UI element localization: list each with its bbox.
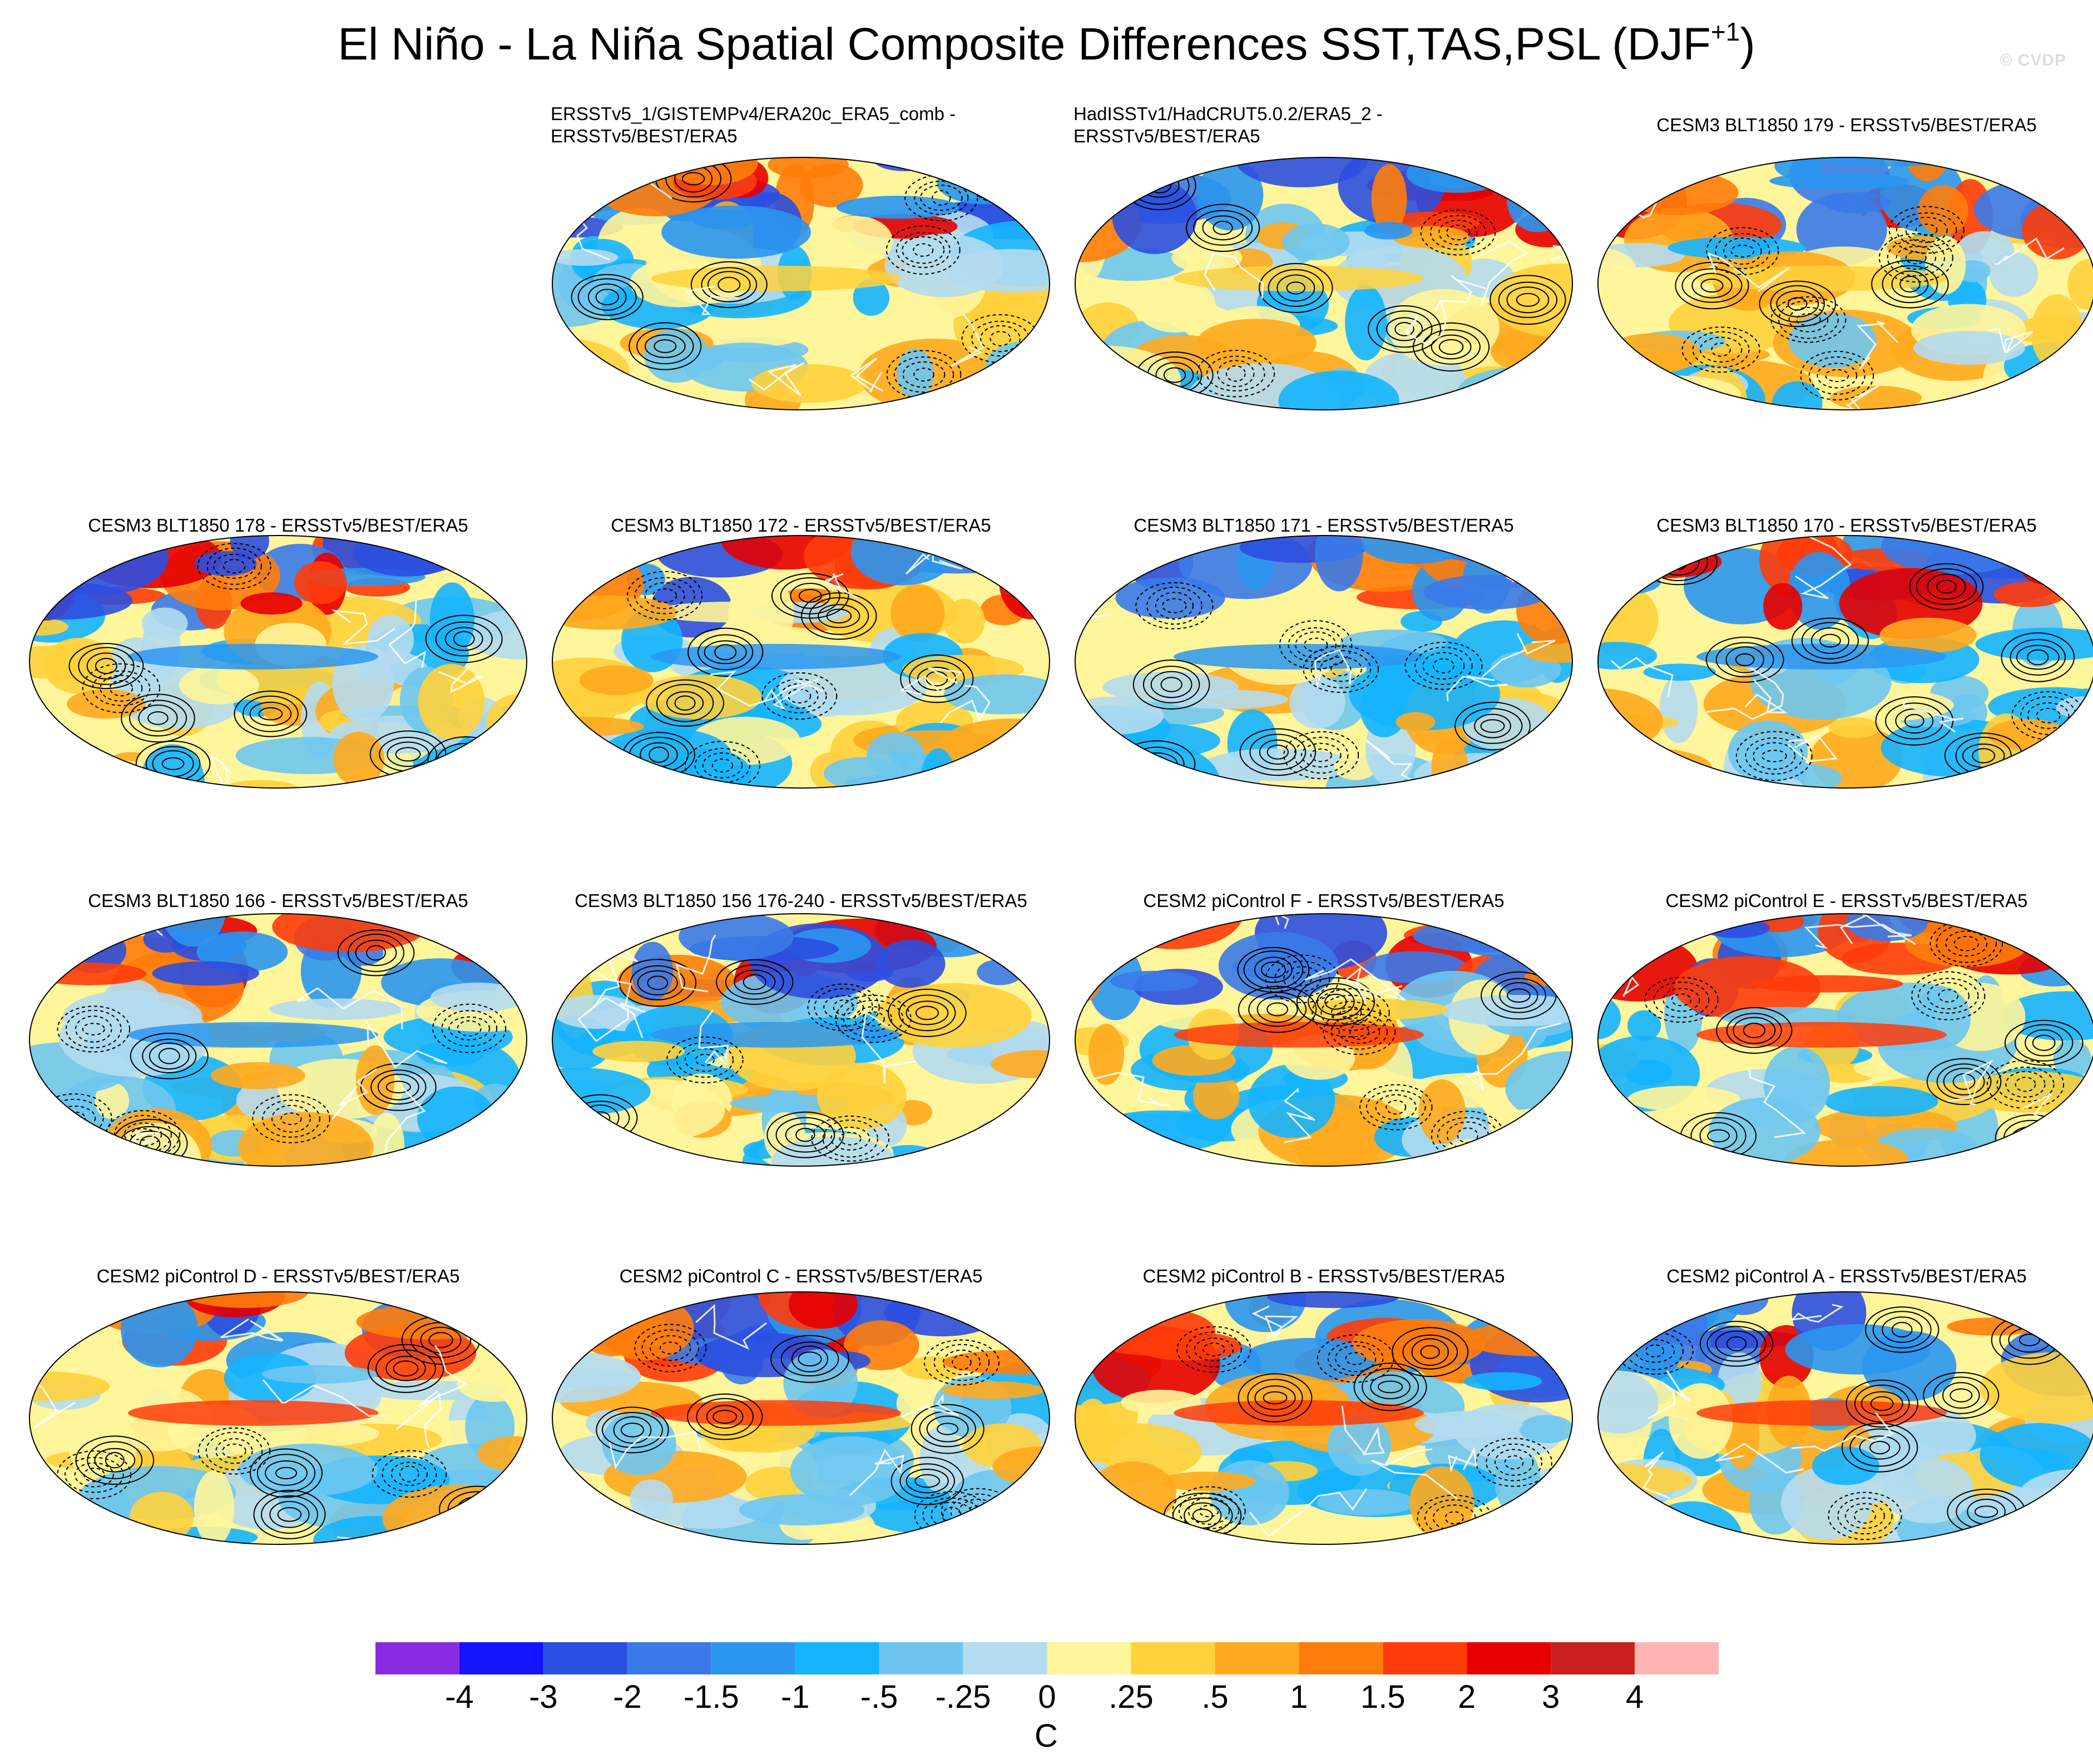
panel-title: HadISSTv1/HadCRUT5.0.2/ERA5_2 - ERSSTv5/B… xyxy=(1073,103,1585,147)
colorbar-unit: C xyxy=(1035,1718,1058,1754)
world-map-panel xyxy=(552,1291,1050,1545)
world-map-panel xyxy=(1075,1291,1573,1545)
world-map-panel xyxy=(552,535,1050,789)
page-title: El Niño - La Niña Spatial Composite Diff… xyxy=(338,17,1755,70)
panel-title-line: CESM3 BLT1850 166 - ERSSTv5/BEST/ERA5 xyxy=(88,890,468,911)
colorbar-swatch xyxy=(543,1642,627,1674)
colorbar-tick-label: 0 xyxy=(1038,1679,1056,1715)
panel-title: CESM2 piControl F - ERSSTv5/BEST/ERA5 xyxy=(1068,890,1580,912)
world-map-panel xyxy=(1597,1291,2093,1545)
colorbar-swatch xyxy=(459,1642,543,1674)
world-map-panel xyxy=(29,535,527,789)
world-map-panel xyxy=(552,157,1050,410)
world-map-panel xyxy=(1597,913,2093,1167)
colorbar-tick-label: .5 xyxy=(1201,1679,1229,1715)
panel-title-line: CESM3 BLT1850 171 - ERSSTv5/BEST/ERA5 xyxy=(1134,515,1514,536)
panel-title-line: CESM3 BLT1850 170 - ERSSTv5/BEST/ERA5 xyxy=(1656,515,2037,536)
panel-title-line: CESM3 BLT1850 156 176-240 - ERSSTv5/BEST… xyxy=(575,890,1027,911)
colorbar-tick-label: 2 xyxy=(1458,1679,1476,1715)
colorbar-swatch xyxy=(1635,1642,1719,1674)
colorbar-swatch xyxy=(1047,1642,1131,1674)
panel-title: CESM3 BLT1850 179 - ERSSTv5/BEST/ERA5 xyxy=(1591,114,2093,136)
panel-title-line: CESM3 BLT1850 179 - ERSSTv5/BEST/ERA5 xyxy=(1656,115,2037,135)
colorbar-tick-label: -1 xyxy=(780,1679,810,1715)
colorbar-tick-label: -.5 xyxy=(860,1679,898,1715)
panel-title: CESM2 piControl D - ERSSTv5/BEST/ERA5 xyxy=(22,1265,534,1287)
colorbar-swatch xyxy=(1383,1642,1467,1674)
panel-title-line: CESM3 BLT1850 172 - ERSSTv5/BEST/ERA5 xyxy=(611,515,991,536)
panel-title: CESM3 BLT1850 166 - ERSSTv5/BEST/ERA5 xyxy=(22,890,534,912)
colorbar-tick-label: -2 xyxy=(613,1679,642,1715)
world-map-panel xyxy=(1075,913,1573,1167)
colorbar-tick-label: -.25 xyxy=(935,1679,991,1715)
colorbar-tick-label: -3 xyxy=(529,1679,558,1715)
title-superscript: +1 xyxy=(1710,17,1740,46)
panel-title-line: ERSSTv5_1/GISTEMPv4/ERA20c_ERA5_comb - xyxy=(551,103,956,124)
colorbar-tick-label: 3 xyxy=(1541,1679,1560,1715)
colorbar-swatch xyxy=(627,1642,711,1674)
panel-title: CESM3 BLT1850 178 - ERSSTv5/BEST/ERA5 xyxy=(22,514,534,537)
cvdp-watermark: © CVDP xyxy=(2000,51,2066,70)
panel-title-line: CESM2 piControl F - ERSSTv5/BEST/ERA5 xyxy=(1143,890,1505,911)
colorbar-swatch xyxy=(375,1642,459,1674)
panel-title: ERSSTv5_1/GISTEMPv4/ERA20c_ERA5_comb - ER… xyxy=(551,103,1062,147)
panel-title: CESM3 BLT1850 171 - ERSSTv5/BEST/ERA5 xyxy=(1068,514,1580,537)
colorbar-swatch xyxy=(879,1642,963,1674)
panel-title: CESM3 BLT1850 170 - ERSSTv5/BEST/ERA5 xyxy=(1591,514,2093,537)
colorbar-swatch xyxy=(1215,1642,1299,1674)
world-map-panel xyxy=(552,913,1050,1167)
panel-title-line: CESM2 piControl E - ERSSTv5/BEST/ERA5 xyxy=(1665,890,2028,911)
panel-title: CESM2 piControl C - ERSSTv5/BEST/ERA5 xyxy=(545,1265,1057,1287)
colorbar-swatch xyxy=(963,1642,1047,1674)
panel-title-line: HadISSTv1/HadCRUT5.0.2/ERA5_2 - xyxy=(1073,103,1383,124)
panel-title-line: ERSSTv5/BEST/ERA5 xyxy=(551,125,738,146)
colorbar-tick-label: .25 xyxy=(1109,1679,1154,1715)
panel-title: CESM2 piControl B - ERSSTv5/BEST/ERA5 xyxy=(1068,1265,1580,1287)
panel-title: CESM2 piControl E - ERSSTv5/BEST/ERA5 xyxy=(1591,890,2093,912)
panel-title: CESM3 BLT1850 172 - ERSSTv5/BEST/ERA5 xyxy=(545,514,1057,537)
world-map-panel xyxy=(29,1291,527,1545)
world-map-panel xyxy=(1075,157,1573,410)
colorbar-tick-label: 1.5 xyxy=(1360,1679,1406,1715)
panel-title-line: CESM2 piControl A - ERSSTv5/BEST/ERA5 xyxy=(1666,1266,2027,1286)
panel-title-line: CESM2 piControl B - ERSSTv5/BEST/ERA5 xyxy=(1142,1266,1505,1286)
colorbar-swatch xyxy=(795,1642,879,1674)
panel-title: CESM3 BLT1850 156 176-240 - ERSSTv5/BEST… xyxy=(545,890,1057,912)
colorbar-tick-label: 1 xyxy=(1290,1679,1308,1715)
colorbar-tick-label: -1.5 xyxy=(683,1679,739,1715)
colorbar-swatch xyxy=(1299,1642,1383,1674)
panel-title-line: CESM3 BLT1850 178 - ERSSTv5/BEST/ERA5 xyxy=(88,515,468,536)
world-map-panel xyxy=(1597,535,2093,789)
colorbar-tick-label: -4 xyxy=(445,1679,474,1715)
panel-title-line: ERSSTv5/BEST/ERA5 xyxy=(1073,125,1260,146)
panel-title-line: CESM2 piControl C - ERSSTv5/BEST/ERA5 xyxy=(619,1266,983,1286)
world-map-panel xyxy=(29,913,527,1167)
colorbar-swatch xyxy=(1551,1642,1635,1674)
panel-title: CESM2 piControl A - ERSSTv5/BEST/ERA5 xyxy=(1591,1265,2093,1287)
colorbar-swatch xyxy=(1467,1642,1551,1674)
colorbar-swatch xyxy=(1131,1642,1215,1674)
world-map-panel xyxy=(1075,535,1573,789)
world-map-panel xyxy=(1597,157,2093,410)
panel-title-line: CESM2 piControl D - ERSSTv5/BEST/ERA5 xyxy=(96,1266,460,1286)
colorbar-tick-label: 4 xyxy=(1625,1679,1644,1715)
colorbar-swatch xyxy=(711,1642,795,1674)
